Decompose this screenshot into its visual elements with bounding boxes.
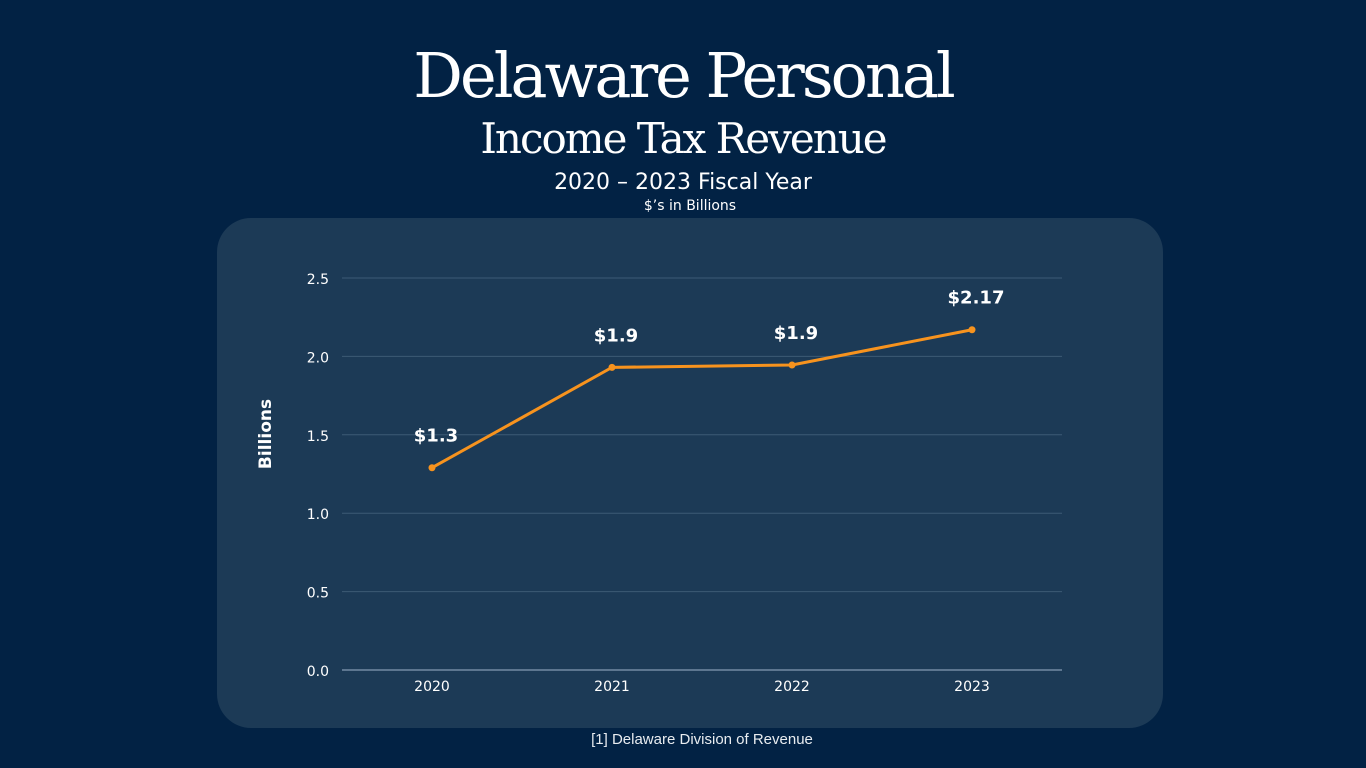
y-tick-label: 1.0	[307, 507, 329, 523]
chart-subtitle: 2020 – 2023 Fiscal Year	[554, 170, 812, 195]
data-label: $1.9	[594, 325, 638, 346]
data-point	[788, 361, 796, 369]
y-axis-label: Billions	[256, 399, 276, 469]
y-tick-label: 2.5	[307, 272, 329, 288]
gridlines	[342, 277, 1062, 671]
y-tick-label: 2.0	[307, 350, 329, 366]
data-label: $1.9	[774, 323, 818, 344]
y-tick-label: 0.5	[307, 586, 329, 602]
data-labels: $1.3 $1.9 $1.9 $2.17	[414, 288, 1005, 447]
y-tick-label: 0.0	[307, 664, 329, 680]
unit-note: $’s in Billions	[643, 198, 737, 214]
series-line	[431, 328, 973, 470]
x-tick-labels: 2020 2021 2022 2023	[414, 679, 990, 695]
y-tick-label: 1.5	[307, 429, 329, 445]
chart-panel	[217, 218, 1163, 728]
series-revenue	[428, 326, 976, 472]
data-point	[428, 464, 436, 472]
data-point	[968, 326, 976, 334]
x-tick-label: 2022	[774, 679, 810, 695]
x-tick-label: 2023	[954, 679, 990, 695]
chart-title-line1: Delaware Personal	[413, 39, 955, 112]
data-label: $1.3	[414, 426, 458, 447]
x-tick-label: 2021	[594, 679, 630, 695]
chart-title-line2: Income Tax Revenue	[480, 114, 887, 163]
x-tick-label: 2020	[414, 679, 450, 695]
data-label: $2.17	[948, 288, 1005, 309]
data-point	[608, 363, 616, 371]
source-note: [1] Delaware Division of Revenue	[591, 731, 813, 748]
y-tick-labels: 0.0 0.5 1.0 1.5 2.0 2.5	[307, 272, 329, 680]
